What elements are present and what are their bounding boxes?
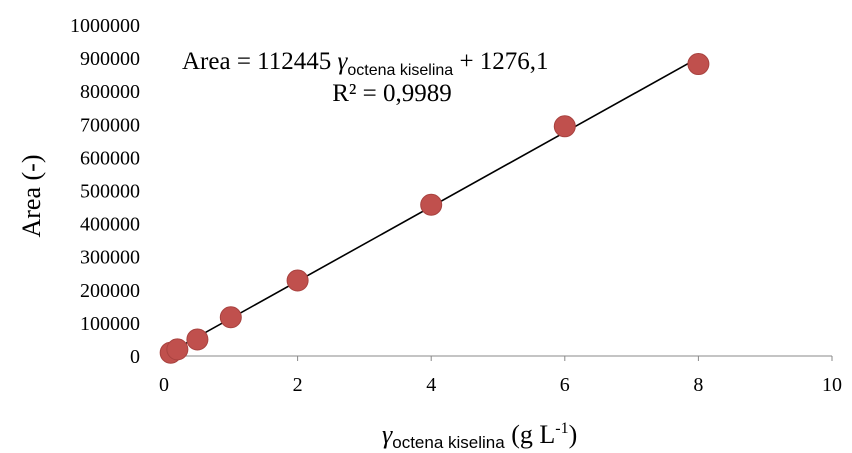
y-tick-label: 900000 [80, 48, 140, 70]
x-tick-label: 8 [693, 374, 703, 396]
x-tick-label: 2 [293, 374, 303, 396]
x-axis-ticks: 0 2 4 6 8 10 [159, 356, 842, 396]
data-point [687, 53, 710, 76]
y-axis-ticks: 0 100000 200000 300000 400000 500000 600000 700… [70, 15, 140, 368]
x-tick-label: 4 [426, 374, 436, 396]
y-tick-label: 700000 [80, 114, 140, 136]
trendline-equation: Area = 112445 γoctena kiselina + 1276,1 [182, 48, 549, 79]
data-point [186, 328, 209, 351]
x-axis-title: γoctena kiselina (g L-1) [382, 420, 577, 452]
data-points [159, 53, 710, 364]
y-tick-label: 800000 [80, 81, 140, 103]
data-point [553, 115, 576, 138]
y-tick-label: 600000 [80, 147, 140, 169]
x-tick-label: 0 [159, 374, 169, 396]
x-tick-label: 10 [822, 374, 842, 396]
data-point [420, 193, 443, 216]
y-tick-label: 500000 [80, 181, 140, 203]
data-point [286, 269, 309, 292]
x-tick-label: 6 [560, 374, 570, 396]
r-squared-label: R² = 0,9989 [332, 80, 452, 107]
y-tick-label: 300000 [80, 247, 140, 269]
data-point [219, 306, 242, 329]
data-point [166, 338, 189, 361]
y-tick-label: 200000 [80, 280, 140, 302]
y-axis-title: Area (-) [17, 155, 46, 238]
y-tick-label: 100000 [80, 313, 140, 335]
y-tick-label: 400000 [80, 214, 140, 236]
y-tick-label: 0 [130, 346, 140, 368]
y-tick-label: 1000000 [70, 15, 140, 37]
